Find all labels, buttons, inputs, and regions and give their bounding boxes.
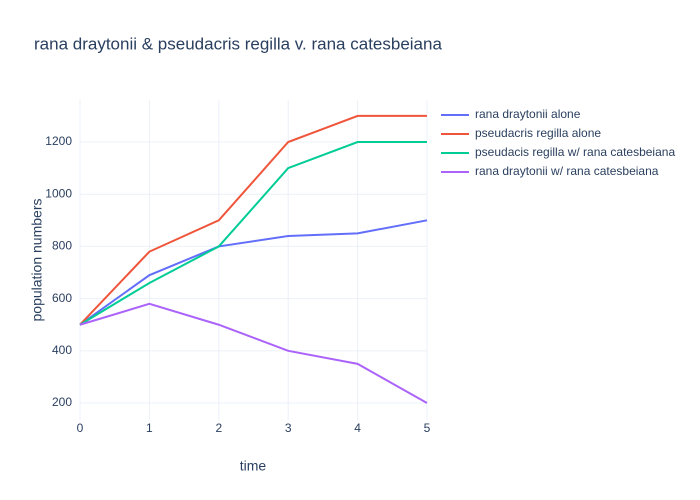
x-tick-label: 2 xyxy=(215,421,222,435)
x-tick-label: 5 xyxy=(424,421,431,435)
x-tick-label: 0 xyxy=(77,421,84,435)
chart-title: rana draytonii & pseudacris regilla v. r… xyxy=(34,34,442,53)
line-series xyxy=(79,219,428,326)
y-tick-label: 800 xyxy=(52,239,72,253)
y-axis-title: population numbers xyxy=(29,199,45,322)
y-tick-label: 1200 xyxy=(45,134,72,148)
y-tick-label: 600 xyxy=(52,291,72,305)
legend-label: rana draytonii alone xyxy=(475,107,581,121)
x-tick-label: 3 xyxy=(285,421,292,435)
legend-label: pseudacis regilla w/ rana catesbeiana xyxy=(475,145,675,159)
y-tick-label: 1000 xyxy=(45,186,72,200)
legend-label: rana draytonii w/ rana catesbeiana xyxy=(475,164,659,178)
x-tick-label: 1 xyxy=(146,421,153,435)
y-tick-label: 400 xyxy=(52,343,72,357)
line-series xyxy=(79,141,427,326)
line-series xyxy=(79,302,428,404)
x-tick-label: 4 xyxy=(354,421,361,435)
y-tick-label: 200 xyxy=(52,395,72,409)
line-series xyxy=(79,114,427,326)
legend-label: pseudacris regilla alone xyxy=(475,126,601,140)
x-axis-title: time xyxy=(240,458,267,474)
